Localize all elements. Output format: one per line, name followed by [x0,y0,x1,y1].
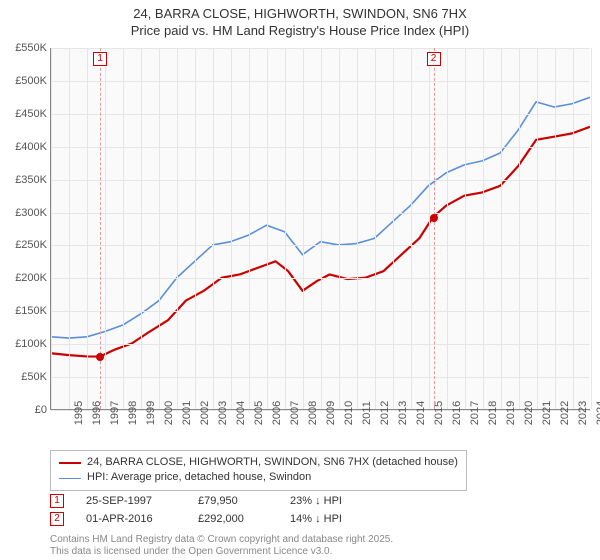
transaction-price: £292,000 [198,513,268,525]
marker-dot [430,214,438,222]
transaction-delta: 14% ↓ HPI [290,513,342,525]
x-gridline [177,48,178,409]
y-axis-label: £250K [15,239,47,251]
legend-label: HPI: Average price, detached house, Swin… [87,470,311,485]
marker-vline [434,48,435,409]
x-gridline [537,48,538,409]
title-line-1: 24, BARRA CLOSE, HIGHWORTH, SWINDON, SN6… [0,6,600,23]
y-axis-label: £300K [15,207,47,219]
x-gridline [87,48,88,409]
x-gridline [267,48,268,409]
x-gridline [501,48,502,409]
x-gridline [591,48,592,409]
x-gridline [285,48,286,409]
x-gridline [519,48,520,409]
x-gridline [51,48,52,409]
y-axis-label: £450K [15,108,47,120]
y-axis-label: £500K [15,75,47,87]
footer-line-2: This data is licensed under the Open Gov… [50,546,393,558]
x-gridline [141,48,142,409]
x-gridline [213,48,214,409]
y-axis-label: £0 [35,404,47,416]
legend-label: 24, BARRA CLOSE, HIGHWORTH, SWINDON, SN6… [87,455,458,470]
x-axis-label: 2025 [591,401,600,425]
x-gridline [195,48,196,409]
x-gridline [465,48,466,409]
y-axis-label: £150K [15,305,47,317]
footer-line-1: Contains HM Land Registry data © Crown c… [50,534,393,546]
x-gridline [375,48,376,409]
transaction-price: £79,950 [198,495,268,507]
transaction-delta: 23% ↓ HPI [290,495,342,507]
transaction-row: 1 25-SEP-1997 £79,950 23% ↓ HPI [50,494,342,508]
transaction-date: 01-APR-2016 [86,513,176,525]
figure: 24, BARRA CLOSE, HIGHWORTH, SWINDON, SN6… [0,0,600,560]
y-axis-label: £550K [15,42,47,54]
legend-swatch [59,478,81,479]
title-block: 24, BARRA CLOSE, HIGHWORTH, SWINDON, SN6… [0,0,600,40]
x-gridline [249,48,250,409]
legend-swatch [59,462,81,464]
marker-box: 1 [93,52,107,66]
x-gridline [303,48,304,409]
marker-box: 2 [427,52,441,66]
legend-row: HPI: Average price, detached house, Swin… [59,470,458,485]
transaction-marker-box: 1 [50,494,64,508]
transactions-table: 1 25-SEP-1997 £79,950 23% ↓ HPI 2 01-APR-2016… [50,494,342,530]
x-gridline [483,48,484,409]
legend-box: 24, BARRA CLOSE, HIGHWORTH, SWINDON, SN6… [50,450,467,491]
transaction-row: 2 01-APR-2016 £292,000 14% ↓ HPI [50,512,342,526]
x-gridline [357,48,358,409]
x-gridline [429,48,430,409]
x-gridline [231,48,232,409]
x-gridline [447,48,448,409]
x-gridline [69,48,70,409]
x-gridline [411,48,412,409]
x-gridline [555,48,556,409]
marker-dot [96,353,104,361]
legend-row: 24, BARRA CLOSE, HIGHWORTH, SWINDON, SN6… [59,455,458,470]
y-axis-label: £50K [21,371,47,383]
x-gridline [339,48,340,409]
y-axis-label: £200K [15,272,47,284]
x-gridline [573,48,574,409]
x-gridline [159,48,160,409]
transaction-date: 25-SEP-1997 [86,495,176,507]
chart-plot-area: £0£50K£100K£150K£200K£250K£300K£350K£400… [50,48,590,410]
footer-attribution: Contains HM Land Registry data © Crown c… [50,534,393,558]
x-gridline [123,48,124,409]
y-axis-label: £350K [15,174,47,186]
x-gridline [321,48,322,409]
y-axis-label: £100K [15,338,47,350]
transaction-marker-box: 2 [50,512,64,526]
x-gridline [105,48,106,409]
title-line-2: Price paid vs. HM Land Registry's House … [0,23,600,40]
x-gridline [393,48,394,409]
y-axis-label: £400K [15,141,47,153]
